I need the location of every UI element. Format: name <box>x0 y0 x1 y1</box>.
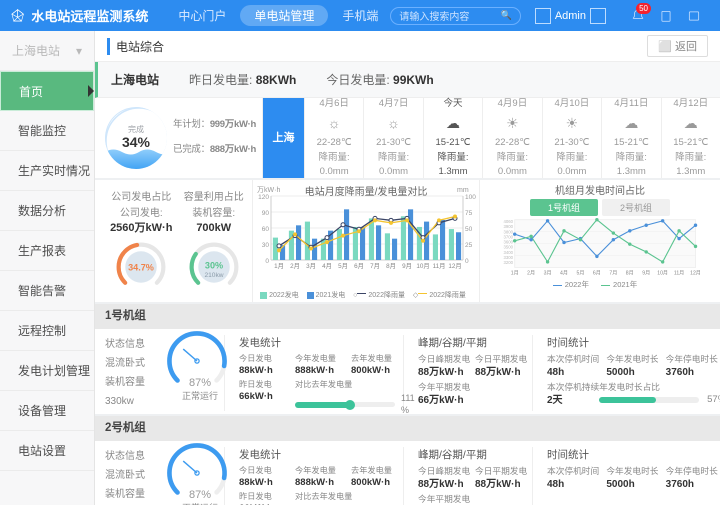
svg-text:210kw: 210kw <box>204 272 223 279</box>
svg-text:4060: 4060 <box>504 219 514 224</box>
svg-text:90: 90 <box>262 210 270 217</box>
svg-text:1月: 1月 <box>511 270 519 276</box>
svg-text:0: 0 <box>265 258 269 265</box>
svg-text:25: 25 <box>465 242 473 249</box>
svg-text:30: 30 <box>262 242 270 249</box>
svg-text:8月: 8月 <box>386 262 396 270</box>
svg-text:3700: 3700 <box>504 234 514 239</box>
svg-text:7月: 7月 <box>609 270 617 276</box>
svg-text:3200: 3200 <box>504 260 514 265</box>
svg-text:7月: 7月 <box>370 262 380 270</box>
svg-text:30%: 30% <box>205 261 223 271</box>
svg-text:12月: 12月 <box>690 270 701 276</box>
svg-text:3月: 3月 <box>306 262 316 270</box>
svg-text:75: 75 <box>465 210 473 217</box>
svg-text:2月: 2月 <box>527 270 535 276</box>
svg-text:3月: 3月 <box>544 270 552 276</box>
svg-text:4月: 4月 <box>322 262 332 270</box>
svg-text:60: 60 <box>262 226 270 233</box>
svg-text:9月: 9月 <box>402 262 412 270</box>
svg-text:10月: 10月 <box>657 270 668 276</box>
svg-text:5月: 5月 <box>338 262 348 270</box>
svg-text:12月: 12月 <box>448 262 461 270</box>
svg-text:9月: 9月 <box>642 270 650 276</box>
svg-text:34.7%: 34.7% <box>128 263 154 273</box>
svg-text:3500: 3500 <box>504 245 514 250</box>
svg-text:8月: 8月 <box>626 270 634 276</box>
svg-text:1月: 1月 <box>274 262 284 270</box>
svg-text:3900: 3900 <box>504 224 514 229</box>
svg-text:0: 0 <box>465 258 469 265</box>
svg-text:10月: 10月 <box>416 262 429 270</box>
svg-text:4月: 4月 <box>560 270 568 276</box>
svg-text:3600: 3600 <box>504 240 514 245</box>
svg-text:6月: 6月 <box>593 270 601 276</box>
svg-text:5月: 5月 <box>576 270 584 276</box>
svg-text:3300: 3300 <box>504 255 514 260</box>
svg-text:11月: 11月 <box>433 262 446 270</box>
svg-text:2月: 2月 <box>290 262 300 270</box>
svg-text:6月: 6月 <box>354 262 364 270</box>
svg-text:3800: 3800 <box>504 229 514 234</box>
svg-text:3400: 3400 <box>504 250 514 255</box>
svg-text:11月: 11月 <box>674 270 684 276</box>
svg-text:50: 50 <box>465 226 473 233</box>
